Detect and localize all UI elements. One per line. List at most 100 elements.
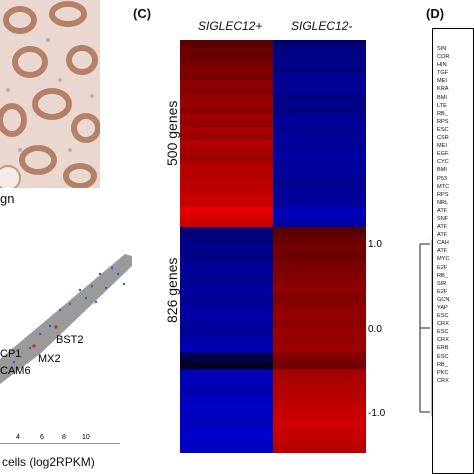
heatmap-cell-group1-siglec12-neg <box>273 106 366 115</box>
heatmap-cell-group1-siglec12-neg <box>273 206 366 215</box>
gene-set-item: RB_ <box>437 361 448 368</box>
heatmap-cell-group1-siglec12-neg <box>273 200 366 208</box>
histology-image <box>0 0 100 188</box>
heatmap-cell-group2-siglec12-pos <box>180 402 274 412</box>
heatmap-cell-group2-siglec12-pos <box>180 302 274 312</box>
heatmap-cell-group1-siglec12-pos <box>180 100 274 108</box>
heatmap-cell-group2-siglec12-neg <box>273 402 366 412</box>
gene-set-item: MTC <box>437 183 450 190</box>
heatmap-cell-group1-siglec12-neg <box>273 40 366 48</box>
heatmap-cell-group2-siglec12-neg <box>273 360 366 370</box>
heatmap-cell-group1-siglec12-pos <box>180 73 274 81</box>
column-label-siglec12-pos: SIGLEC12+ <box>198 19 263 33</box>
scale-tick-max: 1.0 <box>368 239 382 250</box>
heatmap-cell-group2-siglec12-neg <box>273 327 366 337</box>
gene-set-item: CSR <box>437 135 449 142</box>
heatmap-cell-group1-siglec12-neg <box>273 146 366 155</box>
heatmap-cell-group1-siglec12-neg <box>273 53 366 61</box>
heatmap-cell-group2-siglec12-pos <box>180 327 274 337</box>
heatmap-cell-group1-siglec12-neg <box>273 186 366 195</box>
heatmap-cell-group2-siglec12-pos <box>180 235 274 245</box>
heatmap-cell-group2-siglec12-neg <box>273 436 366 446</box>
heatmap-cell-group1-siglec12-pos <box>180 166 274 175</box>
heatmap-cell-group1-siglec12-pos <box>180 53 274 61</box>
heatmap-cell-group1-siglec12-pos <box>180 160 274 168</box>
heatmap-cell-group2-siglec12-pos <box>180 319 274 329</box>
heatmap-cell-group1-siglec12-neg <box>273 126 366 135</box>
scale-tick-mid: 0.0 <box>368 324 382 335</box>
gene-set-item: CAH <box>437 240 449 247</box>
heatmap-cell-group1-siglec12-neg <box>273 80 366 88</box>
heatmap-cell-group1-siglec12-pos <box>180 133 274 141</box>
gene-set-item: PKC <box>437 369 449 376</box>
heatmap-cell-group2-siglec12-pos <box>180 444 274 453</box>
heatmap-cell-group2-siglec12-pos <box>180 436 274 446</box>
heatmap-cell-group2-siglec12-pos <box>180 352 274 362</box>
heatmap-cell-group2-siglec12-pos <box>180 386 274 396</box>
gene-set-item: MEI <box>437 78 447 85</box>
heatmap-cell-group1-siglec12-pos <box>180 113 274 121</box>
gene-set-table: SIN COR HIN TGF MEI KRA BMI LTE RB_ RPS ESC CSR MEI E… <box>432 28 474 474</box>
x-tick: 6 <box>40 434 44 441</box>
heatmap-cell-group2-siglec12-neg <box>273 252 366 262</box>
gene-set-item: ESC <box>437 126 449 133</box>
heatmap-cell-group2-siglec12-pos <box>180 344 274 354</box>
heatmap-cell-group2-siglec12-pos <box>180 394 274 404</box>
heatmap-cell-group2-siglec12-neg <box>273 352 366 362</box>
heatmap-cell-group2-siglec12-pos <box>180 310 274 320</box>
heatmap-cell-group1-siglec12-neg <box>273 173 366 181</box>
heatmap-cell-group1-siglec12-neg <box>273 60 366 68</box>
gene-set-item: E2F <box>437 288 448 295</box>
gene-set-item: SIN <box>437 46 447 52</box>
heatmap-cell-group2-siglec12-pos <box>180 369 274 379</box>
x-tick: 4 <box>16 434 20 441</box>
heatmap-cell-group2-siglec12-neg <box>273 302 366 312</box>
gene-set-item: CRX <box>437 337 449 344</box>
heatmap-cell-group1-siglec12-neg <box>273 46 366 54</box>
heatmap-cell-group2-siglec12-neg <box>273 335 366 345</box>
gene-set-item: KRA <box>437 86 449 93</box>
heatmap-cell-group1-siglec12-neg <box>273 166 366 175</box>
heatmap-cell-group2-siglec12-pos <box>180 335 274 345</box>
heatmap-cell-group2-siglec12-neg <box>273 310 366 320</box>
heatmap-cell-group1-siglec12-neg <box>273 193 366 201</box>
heatmap-cell-group2-siglec12-neg <box>273 235 366 245</box>
heatmap-cell-group2-siglec12-neg <box>273 227 366 236</box>
expression-heatmap <box>180 40 366 453</box>
heatmap-cell-group1-siglec12-pos <box>180 186 274 195</box>
heatmap-cell-group1-siglec12-neg <box>273 113 366 121</box>
heatmap-cell-group1-siglec12-pos <box>180 80 274 88</box>
gene-set-item: MEI <box>437 143 447 150</box>
heatmap-cell-group2-siglec12-neg <box>273 293 366 303</box>
heatmap-cell-group2-siglec12-pos <box>180 411 274 421</box>
heatmap-cell-group2-siglec12-neg <box>273 243 366 253</box>
heatmap-cell-group1-siglec12-neg <box>273 73 366 81</box>
heatmap-cell-group2-siglec12-pos <box>180 260 274 270</box>
heatmap-cell-group1-siglec12-pos <box>180 220 274 228</box>
heatmap-cell-group2-siglec12-pos <box>180 293 274 303</box>
heatmap-cell-group2-siglec12-pos <box>180 360 274 370</box>
gene-set-item: ESC <box>437 313 449 320</box>
x-tick: 10 <box>82 434 90 441</box>
heatmap-cell-group1-siglec12-neg <box>273 100 366 108</box>
heatmap-cell-group2-siglec12-neg <box>273 411 366 421</box>
gene-set-item: RB_ <box>437 272 448 279</box>
scatter-label-cp1: CP1 <box>0 348 21 360</box>
gene-set-item: CRX <box>437 377 449 384</box>
heatmap-cell-group1-siglec12-pos <box>180 106 274 115</box>
heatmap-cell-group1-siglec12-pos <box>180 40 274 48</box>
heatmap-cell-group1-siglec12-pos <box>180 193 274 201</box>
gene-set-item: TGF <box>437 70 449 77</box>
heatmap-cell-group1-siglec12-pos <box>180 66 274 74</box>
gene-set-item: ATF <box>437 224 448 231</box>
gene-set-item: BMI <box>437 167 447 174</box>
panel-d-label: (D) <box>426 6 445 21</box>
heatmap-cell-group2-siglec12-neg <box>273 394 366 404</box>
gene-set-item: BMI <box>437 94 447 101</box>
gene-set-item: LTE <box>437 102 447 109</box>
gene-set-item: SNF <box>437 215 449 222</box>
heatmap-cell-group1-siglec12-neg <box>273 133 366 141</box>
gene-set-list: SIN COR HIN TGF MEI KRA BMI LTE RB_ RPS ESC CSR MEI E… <box>437 45 449 385</box>
gene-set-item: COR <box>437 54 450 61</box>
heatmap-cell-group1-siglec12-pos <box>180 146 274 155</box>
